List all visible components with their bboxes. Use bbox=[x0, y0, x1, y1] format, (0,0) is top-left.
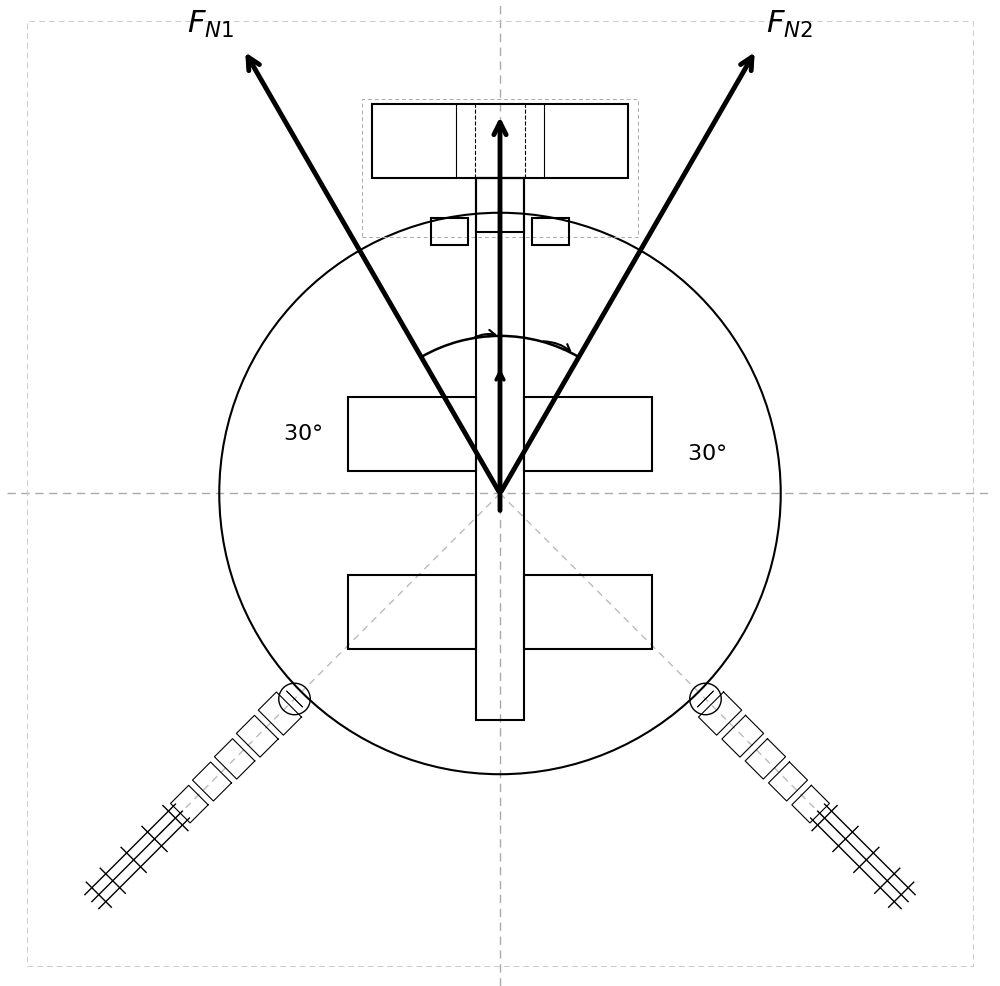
Bar bbox=[431, 218, 468, 246]
Bar bbox=[524, 575, 652, 649]
Bar bbox=[362, 100, 638, 238]
Text: $30°$: $30°$ bbox=[687, 444, 727, 464]
Bar bbox=[524, 397, 652, 471]
Bar bbox=[348, 575, 476, 649]
Bar bbox=[348, 397, 476, 471]
Text: $F_{N1}$: $F_{N1}$ bbox=[187, 9, 234, 40]
Text: $F_{N2}$: $F_{N2}$ bbox=[766, 9, 813, 40]
Text: $30°$: $30°$ bbox=[283, 424, 323, 445]
Bar bbox=[476, 178, 524, 720]
Bar bbox=[372, 105, 628, 178]
Bar bbox=[532, 218, 569, 246]
Bar bbox=[476, 178, 524, 233]
